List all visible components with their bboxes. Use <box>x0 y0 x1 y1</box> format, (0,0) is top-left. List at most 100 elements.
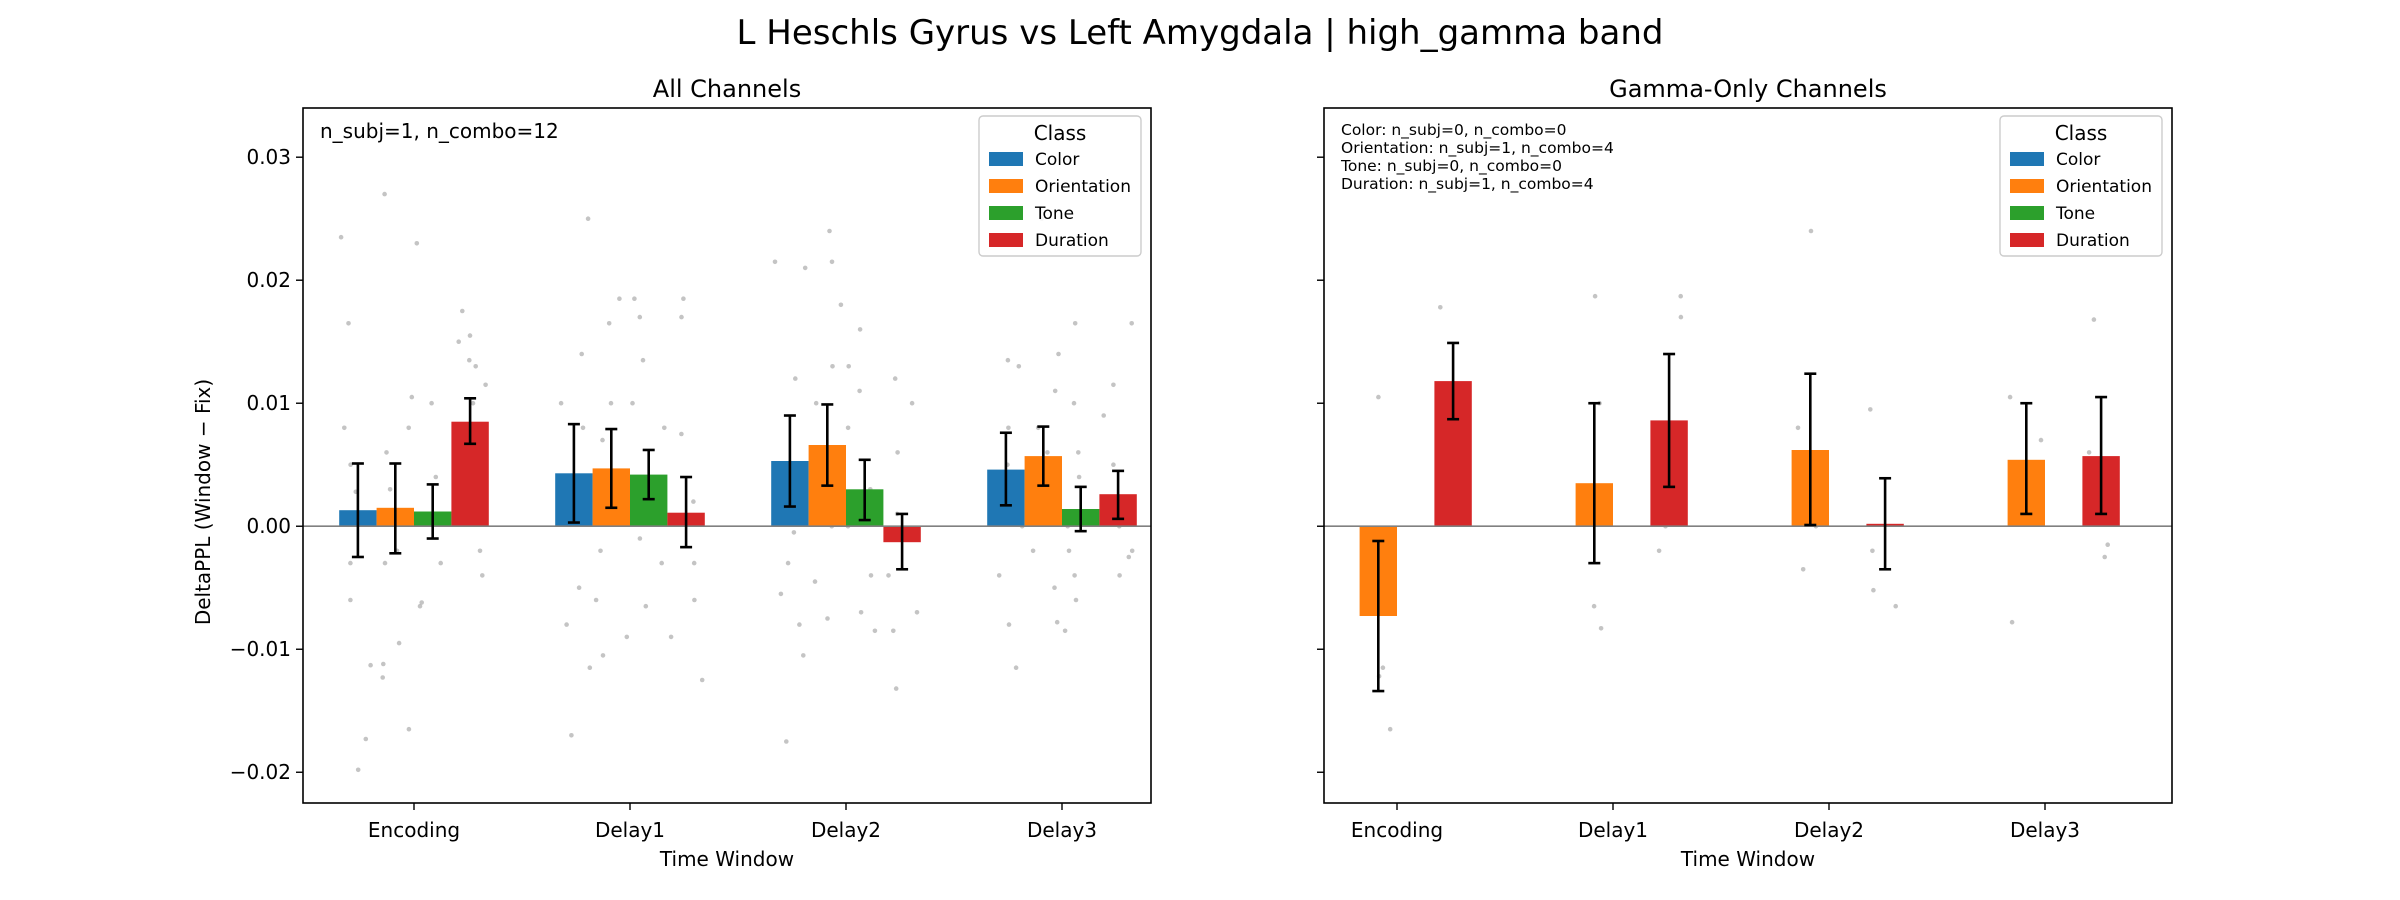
axes-frame-gamma <box>1323 107 2173 804</box>
x-tick-label-delay1: Delay1 <box>595 818 665 842</box>
data-point-delay3-orientation <box>1054 619 1060 625</box>
data-point-delay1-color <box>585 216 591 221</box>
data-point-encoding-color <box>348 597 353 603</box>
data-point-delay3-tone <box>1076 450 1081 455</box>
data-point-delay3-orientation <box>2009 619 2015 625</box>
data-point-delay3-orientation <box>1030 548 1036 554</box>
data-point-delay3-tone <box>1076 474 1082 480</box>
data-point-delay1-orientation <box>600 437 605 443</box>
data-point-delay2-duration <box>1868 407 1873 412</box>
data-point-encoding-duration <box>467 357 472 363</box>
data-point-delay3-tone <box>1073 597 1079 603</box>
data-point-delay1-orientation <box>593 597 599 603</box>
data-point-delay3-orientation <box>1052 585 1057 590</box>
data-point-delay2-orientation <box>830 364 835 369</box>
data-point-delay1-orientation <box>608 400 614 406</box>
data-point-delay2-color <box>801 653 806 658</box>
legend-swatch-orientation <box>989 179 1023 193</box>
legend-entry-duration: Duration <box>989 231 1109 251</box>
data-point-delay3-duration <box>1111 462 1116 468</box>
data-point-delay3-duration <box>1101 413 1106 418</box>
data-point-delay1-color <box>558 400 564 406</box>
error-bar-delay1-duration <box>680 475 693 549</box>
data-point-encoding-orientation <box>1380 665 1386 670</box>
data-point-delay3-color <box>996 573 1002 578</box>
data-point-delay1-duration <box>681 296 686 302</box>
data-point-encoding-color <box>368 662 373 668</box>
data-point-delay3-duration <box>1111 382 1116 388</box>
legend-swatch-tone <box>989 206 1023 220</box>
data-point-delay1-color <box>587 665 593 670</box>
y-tick-label: −0.01 <box>230 637 291 661</box>
legend-label-orientation: Orientation <box>2056 177 2152 197</box>
error-bar-encoding-orientation <box>389 462 402 555</box>
data-point-delay2-orientation <box>825 616 830 621</box>
error-bar-delay3-duration <box>2095 395 2108 516</box>
data-point-delay3-color <box>1005 357 1011 363</box>
data-point-delay2-color <box>797 622 802 627</box>
error-bar-encoding-color <box>351 462 364 559</box>
data-point-delay2-duration <box>891 628 896 634</box>
error-bar-delay1-tone <box>642 448 655 501</box>
data-point-encoding-duration <box>473 364 479 369</box>
data-point-encoding-orientation <box>409 394 415 400</box>
data-point-delay2-orientation <box>1795 425 1801 431</box>
data-point-delay1-orientation <box>1591 603 1597 609</box>
data-point-delay2-duration <box>909 400 915 406</box>
data-point-delay3-orientation <box>1052 388 1058 394</box>
data-point-delay1-orientation <box>598 548 603 554</box>
data-point-encoding-duration <box>477 548 483 554</box>
data-point-delay1-orientation <box>606 321 612 326</box>
data-point-delay3-duration <box>1126 554 1132 560</box>
legend-entry-duration: Duration <box>2010 231 2130 251</box>
legend-swatch-orientation <box>2010 179 2044 193</box>
data-point-delay2-tone <box>868 573 874 578</box>
panel-title-gamma-only: Gamma-Only Channels <box>1609 75 1887 103</box>
data-point-delay3-tone <box>1062 628 1068 634</box>
data-point-delay2-tone <box>846 364 851 369</box>
data-point-delay1-duration <box>1678 293 1683 299</box>
data-point-delay1-color <box>580 425 586 431</box>
error-bar-delay3-orientation <box>1037 425 1050 487</box>
legend-label-duration: Duration <box>1035 231 1109 251</box>
y-tick-label: 0.00 <box>246 514 291 538</box>
data-point-delay1-color <box>569 733 574 738</box>
data-point-encoding-orientation <box>1376 394 1381 400</box>
data-point-delay2-duration <box>886 573 891 578</box>
legend-label-color: Color <box>2056 150 2100 170</box>
figure-title: L Heschls Gyrus vs Left Amygdala | high_… <box>737 13 1664 53</box>
data-point-delay2-duration <box>1870 548 1875 554</box>
legend-swatch-duration <box>2010 233 2044 247</box>
data-point-encoding-orientation <box>406 726 412 732</box>
data-point-encoding-orientation <box>380 675 386 680</box>
data-point-delay3-orientation <box>1056 351 1061 357</box>
data-point-delay3-tone <box>1071 400 1077 406</box>
legend-label-color: Color <box>1035 150 1079 170</box>
data-point-delay1-orientation <box>1592 293 1598 299</box>
legend-all: Class Color Orientation Tone Duration <box>978 115 1142 257</box>
data-point-delay1-duration <box>1678 314 1684 320</box>
data-point-delay1-tone <box>662 425 667 431</box>
x-tick-label-delay3: Delay3 <box>1027 818 1097 842</box>
sample-size-note-tone: Tone: n_subj=0, n_combo=0 <box>1340 157 1562 176</box>
x-tick-label-delay1: Delay1 <box>1578 818 1648 842</box>
data-point-encoding-color <box>355 767 361 773</box>
data-point-encoding-tone <box>429 400 434 406</box>
data-point-delay2-tone <box>857 388 862 394</box>
data-point-delay1-duration <box>692 597 697 603</box>
data-point-encoding-tone <box>417 603 423 609</box>
x-axis-label-all-channels: Time Window <box>659 847 794 871</box>
data-point-delay2-color <box>772 259 778 265</box>
data-point-delay1-orientation <box>624 634 630 640</box>
legend-entry-tone: Tone <box>2010 204 2095 224</box>
data-point-delay2-orientation <box>838 302 844 308</box>
data-point-delay1-tone <box>640 357 646 363</box>
data-point-delay3-tone <box>1072 573 1077 578</box>
data-point-delay3-tone <box>1072 321 1078 326</box>
legend-title: Class <box>2055 121 2108 145</box>
data-point-encoding-orientation <box>382 191 387 197</box>
error-bar-delay2-duration <box>1879 476 1892 571</box>
data-point-delay1-color <box>576 585 582 590</box>
data-point-delay3-orientation <box>2007 394 2013 400</box>
data-point-encoding-color <box>363 736 369 742</box>
